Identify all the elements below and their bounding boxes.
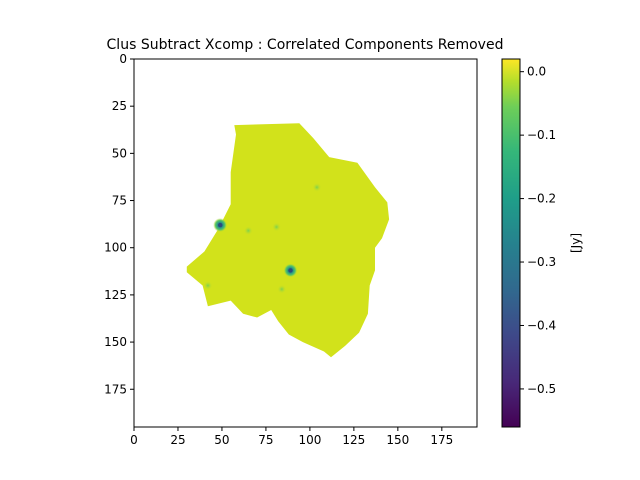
colorbar-tick-label: −0.4 xyxy=(527,318,556,332)
valid-region xyxy=(186,123,390,358)
colorbar-tick-2: −0.2 xyxy=(520,192,556,206)
y-axis: 0 25 50 75 100 125 150 175 xyxy=(104,52,134,396)
x-tick-2: 50 xyxy=(214,427,230,447)
y-tick-label: 25 xyxy=(112,99,127,113)
x-tick-label: 50 xyxy=(214,433,229,447)
source-core-0 xyxy=(218,222,223,228)
x-tick-1: 25 xyxy=(170,427,186,447)
heatmap-image xyxy=(186,123,390,358)
y-tick-6: 150 xyxy=(104,335,134,349)
x-tick-label: 75 xyxy=(258,433,273,447)
colorbar-tick-label: −0.2 xyxy=(527,192,556,206)
x-tick-label: 100 xyxy=(298,433,321,447)
colorbar-ticks: 0.0 −0.1 −0.2 −0.3 −0.4 −0.5 xyxy=(520,65,556,396)
colorbar-tick-0: 0.0 xyxy=(520,65,546,79)
source-2 xyxy=(277,284,287,294)
y-tick-4: 100 xyxy=(104,241,134,255)
x-tick-label: 175 xyxy=(430,433,453,447)
y-tick-2: 50 xyxy=(112,146,134,160)
colorbar-tick-3: −0.3 xyxy=(520,255,556,269)
x-tick-label: 150 xyxy=(386,433,409,447)
x-tick-label: 125 xyxy=(342,433,365,447)
x-tick-label: 0 xyxy=(130,433,138,447)
y-tick-label: 150 xyxy=(104,335,127,349)
plot-frame xyxy=(133,58,478,428)
x-tick-7: 175 xyxy=(430,427,453,447)
chart-title: Clus Subtract Xcomp : Correlated Compone… xyxy=(107,37,504,53)
y-tick-5: 125 xyxy=(104,288,134,302)
y-tick-1: 25 xyxy=(112,99,134,113)
y-tick-label: 75 xyxy=(112,194,127,208)
colorbar-tick-label: −0.3 xyxy=(527,255,556,269)
source-4 xyxy=(203,281,213,290)
y-tick-label: 100 xyxy=(104,241,127,255)
x-tick-label: 25 xyxy=(170,433,185,447)
y-tick-label: 0 xyxy=(119,52,127,66)
colorbar xyxy=(501,58,521,428)
colorbar-tick-1: −0.1 xyxy=(520,128,556,142)
colorbar-tick-4: −0.4 xyxy=(520,318,556,332)
y-tick-3: 75 xyxy=(112,194,134,208)
y-tick-label: 50 xyxy=(112,146,127,160)
x-tick-5: 125 xyxy=(342,427,365,447)
colorbar-label: [Jy] xyxy=(569,233,583,253)
source-core-1 xyxy=(288,268,293,273)
x-tick-0: 0 xyxy=(130,427,138,447)
source-3 xyxy=(312,182,322,192)
x-axis: 0 25 50 75 100 125 150 175 xyxy=(130,427,453,447)
source-5 xyxy=(243,226,253,236)
y-tick-0: 0 xyxy=(119,52,134,66)
y-tick-label: 175 xyxy=(104,382,127,396)
y-tick-label: 125 xyxy=(104,288,127,302)
colorbar-tick-label: 0.0 xyxy=(527,65,546,79)
colorbar-tick-5: −0.5 xyxy=(520,382,556,396)
x-tick-3: 75 xyxy=(258,427,274,447)
x-tick-6: 150 xyxy=(386,427,409,447)
colorbar-tick-label: −0.1 xyxy=(527,128,556,142)
x-tick-4: 100 xyxy=(298,427,321,447)
y-tick-7: 175 xyxy=(104,382,134,396)
colorbar-tick-label: −0.5 xyxy=(527,382,556,396)
source-6 xyxy=(272,222,281,232)
